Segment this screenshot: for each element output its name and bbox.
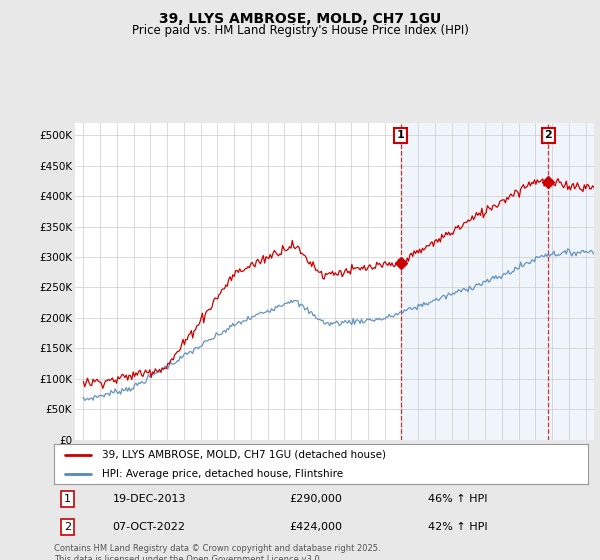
Text: 42% ↑ HPI: 42% ↑ HPI: [428, 522, 487, 532]
Text: 1: 1: [64, 494, 71, 504]
Text: 39, LLYS AMBROSE, MOLD, CH7 1GU (detached house): 39, LLYS AMBROSE, MOLD, CH7 1GU (detache…: [102, 450, 386, 460]
Text: 2: 2: [544, 130, 552, 141]
Text: 46% ↑ HPI: 46% ↑ HPI: [428, 494, 487, 504]
Text: £424,000: £424,000: [289, 522, 342, 532]
Text: Contains HM Land Registry data © Crown copyright and database right 2025.
This d: Contains HM Land Registry data © Crown c…: [54, 544, 380, 560]
Text: 07-OCT-2022: 07-OCT-2022: [113, 522, 186, 532]
Bar: [401, 123, 594, 440]
Text: Price paid vs. HM Land Registry's House Price Index (HPI): Price paid vs. HM Land Registry's House …: [131, 24, 469, 36]
Text: 2: 2: [64, 522, 71, 532]
Text: HPI: Average price, detached house, Flintshire: HPI: Average price, detached house, Flin…: [102, 469, 343, 479]
Text: £290,000: £290,000: [289, 494, 342, 504]
Text: 39, LLYS AMBROSE, MOLD, CH7 1GU: 39, LLYS AMBROSE, MOLD, CH7 1GU: [159, 12, 441, 26]
Text: 1: 1: [397, 130, 404, 141]
Text: 19-DEC-2013: 19-DEC-2013: [113, 494, 186, 504]
